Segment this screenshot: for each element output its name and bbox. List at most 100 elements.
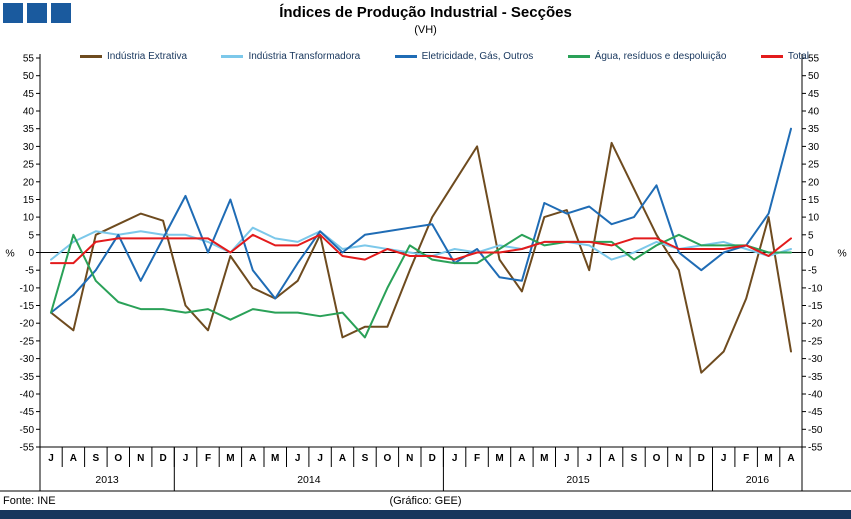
legend-item: Indústria Transformadora (221, 51, 360, 62)
y-tick-label: -40 (20, 390, 35, 401)
y-tick-label: -55 (808, 443, 823, 454)
month-label: M (271, 453, 279, 464)
chart-title: Índices de Produção Industrial - Secções (279, 4, 572, 21)
month-label: J (721, 453, 727, 464)
y-tick-label: 30 (808, 142, 820, 153)
logo-square (3, 3, 23, 23)
y-tick-label: -15 (808, 301, 823, 312)
y-tick-label: 10 (808, 213, 820, 224)
month-label: O (114, 453, 122, 464)
series-line-3 (50, 233, 792, 339)
legend-swatch (394, 55, 417, 58)
month-label: N (675, 453, 682, 464)
month-label: D (159, 453, 166, 464)
month-label: J (452, 453, 458, 464)
y-tick-label: 15 (23, 195, 35, 206)
legend-swatch (221, 55, 244, 58)
y-tick-label: 0 (28, 248, 34, 259)
y-tick-label: 0 (808, 248, 814, 259)
series-line-1 (50, 226, 792, 261)
legend-item: Água, resíduos e despoluição (567, 51, 727, 62)
y-tick-label: 55 (23, 54, 35, 65)
month-label: A (249, 453, 256, 464)
month-label: N (406, 453, 413, 464)
month-label: S (362, 453, 369, 464)
y-tick-label: 35 (808, 124, 820, 135)
year-label: 2015 (566, 474, 590, 486)
y-tick-label: -50 (20, 425, 35, 436)
month-label: A (787, 453, 794, 464)
chart-subtitle: (VH) (414, 24, 437, 36)
y-tick-label: 5 (28, 230, 34, 241)
y-tick-label: -25 (20, 336, 35, 347)
month-label: A (339, 453, 346, 464)
month-label: J (183, 453, 189, 464)
year-label: 2013 (95, 474, 119, 486)
month-label: M (540, 453, 548, 464)
month-label: N (137, 453, 144, 464)
month-label: M (495, 453, 503, 464)
y-tick-label: -15 (20, 301, 35, 312)
legend-item: Total (760, 51, 809, 62)
month-label: D (429, 453, 436, 464)
month-label: M (764, 453, 772, 464)
year-label: 2014 (297, 474, 321, 486)
month-label: F (474, 453, 480, 464)
month-label: D (698, 453, 705, 464)
y-tick-label: -45 (20, 407, 35, 418)
y-tick-label: -40 (808, 390, 823, 401)
y-tick-label: -10 (808, 283, 823, 294)
y-tick-label: -30 (808, 354, 823, 365)
month-label: F (205, 453, 211, 464)
legend-swatch (80, 55, 102, 58)
legend-swatch (567, 55, 590, 58)
y-tick-label: 35 (23, 124, 35, 135)
y-tick-label: -45 (808, 407, 823, 418)
bottom-bar (0, 510, 851, 519)
y-tick-label: 10 (23, 213, 35, 224)
month-label: O (384, 453, 392, 464)
y-axis-title-right: % (837, 248, 846, 260)
legend: Indústria Extrativa Indústria Transformad… (80, 51, 809, 62)
y-tick-label: 45 (808, 89, 820, 100)
y-tick-label: -5 (25, 266, 34, 277)
month-label: F (743, 453, 749, 464)
legend-label: Total (787, 51, 809, 62)
series-line-2 (50, 127, 792, 314)
month-label: A (518, 453, 525, 464)
series-line-4 (50, 233, 792, 265)
y-tick-label: 40 (808, 107, 820, 118)
y-tick-label: 40 (23, 107, 35, 118)
legend-label: Água, resíduos e despoluição (594, 51, 727, 62)
y-tick-label: 45 (23, 89, 35, 100)
month-label: M (226, 453, 234, 464)
y-tick-label: -25 (808, 336, 823, 347)
y-tick-label: 5 (808, 230, 814, 241)
legend-item: Indústria Extrativa (80, 51, 187, 62)
month-label: O (653, 453, 661, 464)
y-axis-title-left: % (5, 248, 14, 260)
y-tick-label: -20 (20, 319, 35, 330)
legend-label: Indústria Extrativa (107, 51, 188, 62)
month-label: S (631, 453, 638, 464)
month-label: A (70, 453, 77, 464)
y-tick-label: -35 (808, 372, 823, 383)
y-tick-label: -10 (20, 283, 35, 294)
y-tick-label: 30 (23, 142, 35, 153)
logo (3, 3, 71, 23)
month-label: J (48, 453, 54, 464)
logo-square (27, 3, 47, 23)
month-label: J (586, 453, 592, 464)
y-tick-label: -35 (20, 372, 35, 383)
y-tick-label: -5 (808, 266, 817, 277)
logo-square (51, 3, 71, 23)
y-tick-label: 50 (23, 71, 35, 82)
month-label: J (564, 453, 570, 464)
chart: 55 55 50 50 45 45 40 40 35 35 30 30 25 25 20 20 15 15 10 10… (0, 42, 851, 497)
y-tick-label: -50 (808, 425, 823, 436)
legend-item: Eletricidade, Gás, Outros (394, 51, 533, 62)
y-tick-label: -20 (808, 319, 823, 330)
